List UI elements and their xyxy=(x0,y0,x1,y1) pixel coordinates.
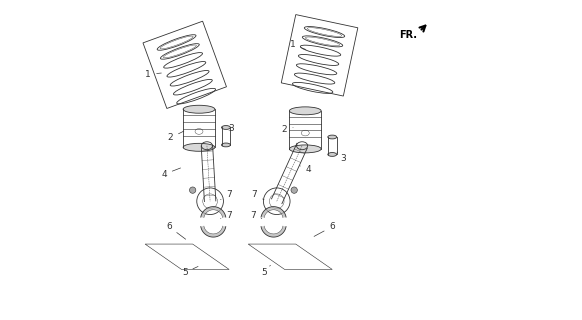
Polygon shape xyxy=(201,207,226,218)
Polygon shape xyxy=(261,226,286,237)
Circle shape xyxy=(291,187,297,193)
Text: 7: 7 xyxy=(250,211,262,220)
Ellipse shape xyxy=(222,125,230,129)
Text: 5: 5 xyxy=(261,265,271,277)
Text: 7: 7 xyxy=(221,211,232,220)
Ellipse shape xyxy=(183,143,215,151)
Ellipse shape xyxy=(222,143,230,147)
Text: FR.: FR. xyxy=(399,30,417,40)
Text: 7: 7 xyxy=(221,190,232,200)
Text: 3: 3 xyxy=(337,152,346,163)
Text: 6: 6 xyxy=(314,222,335,236)
Text: 1: 1 xyxy=(146,70,161,79)
Text: 1: 1 xyxy=(290,40,306,50)
Text: 3: 3 xyxy=(228,124,233,133)
Ellipse shape xyxy=(328,153,336,156)
Text: 2: 2 xyxy=(168,131,184,142)
Text: 4: 4 xyxy=(300,165,311,174)
Text: 7: 7 xyxy=(251,190,264,200)
Ellipse shape xyxy=(328,135,336,139)
Ellipse shape xyxy=(289,107,321,115)
Text: 6: 6 xyxy=(166,222,186,239)
Ellipse shape xyxy=(289,145,321,153)
Circle shape xyxy=(190,187,196,193)
Ellipse shape xyxy=(183,105,215,113)
Text: 5: 5 xyxy=(182,267,198,277)
Polygon shape xyxy=(201,226,226,237)
Polygon shape xyxy=(261,207,286,218)
Text: 4: 4 xyxy=(161,168,180,179)
Text: 2: 2 xyxy=(282,125,293,134)
